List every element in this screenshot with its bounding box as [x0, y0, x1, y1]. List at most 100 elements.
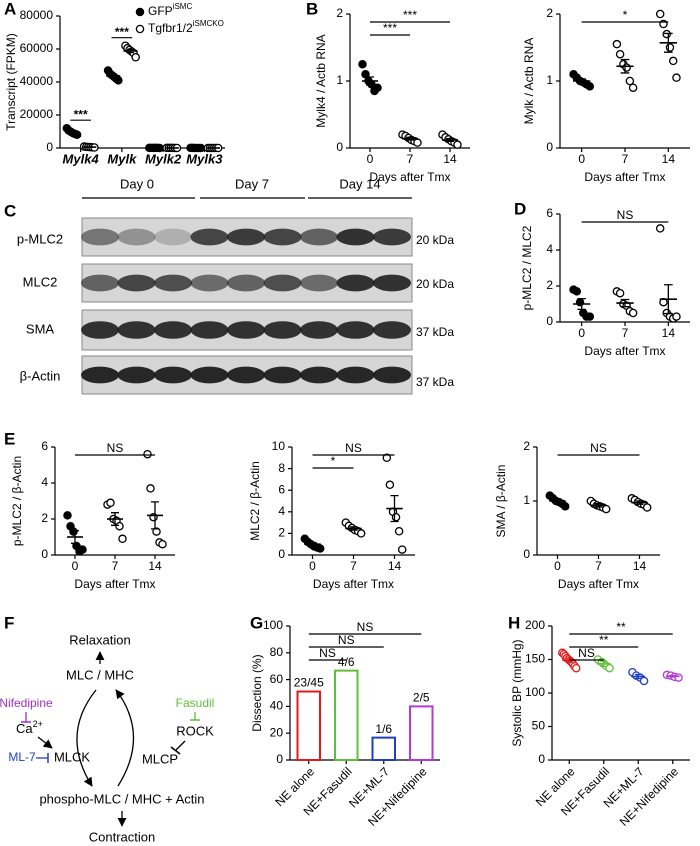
- error-bar: [308, 541, 317, 547]
- inhibitor: Fasudil: [176, 696, 215, 710]
- blot-band: [300, 366, 338, 384]
- y-tick-label: 40000: [20, 74, 54, 88]
- error-bar: [620, 298, 630, 308]
- node: Contraction: [89, 829, 155, 844]
- data-point: [146, 484, 155, 493]
- legend-entry: GFPiSMC: [148, 2, 192, 18]
- data-point: [63, 511, 72, 520]
- y-axis-label: Systolic BP (mmHg): [510, 639, 524, 746]
- pathway-diagram: Relaxation MLC / MHC Nifedipine Ca2+ ML-…: [0, 632, 214, 844]
- data-point: [585, 82, 595, 91]
- blot-band: [336, 321, 375, 339]
- error-bar: [553, 498, 562, 504]
- blot-band: [227, 228, 265, 246]
- row-label: p-MLC2: [17, 231, 63, 246]
- inhibitor: Nifedipine: [0, 696, 53, 710]
- blot-band: [263, 274, 302, 292]
- error-bar: [664, 32, 673, 53]
- data-point: [662, 29, 671, 39]
- y-tick-label: 4: [278, 504, 285, 518]
- blot-band: [81, 321, 119, 339]
- error-bar: [577, 78, 586, 84]
- error-bar: [446, 137, 454, 142]
- sig-label: NS: [345, 441, 362, 455]
- y-axis-label: Mylk / Actb RNA: [522, 38, 536, 125]
- y-axis-label: p-MLC2 / MLC2: [520, 225, 534, 310]
- y-tick-label: 2: [336, 6, 343, 20]
- blot-band: [154, 366, 192, 384]
- blot-band: [373, 321, 411, 339]
- error-bar: [594, 503, 603, 508]
- y-tick-label: 150: [525, 652, 545, 666]
- value-label: 1/6: [375, 722, 392, 736]
- kda-label: 20 kDa: [416, 233, 454, 247]
- data-point: [668, 56, 678, 66]
- chart: 0 2 4 6 p-MLC2 / MLC2 0 7 14 Days after Tmx NS: [520, 206, 690, 358]
- error-bar: [111, 512, 119, 526]
- chart: 0 1 2 Mylk / Actb RNA 0 7 14 Days after Tmx *: [522, 6, 690, 184]
- y-tick-label: 8: [278, 461, 285, 475]
- y-tick-label: 0: [278, 547, 285, 561]
- y-axis-label: Mylk4 / Actb RNA: [314, 34, 328, 127]
- y-tick-label: 80000: [20, 8, 54, 22]
- blot-band: [373, 274, 411, 292]
- error-bar: [664, 284, 673, 315]
- sig-label: *: [623, 8, 628, 22]
- y-axis-label: Transcript (FPKM): [4, 33, 18, 131]
- blot-band: [373, 366, 411, 384]
- data-point: [391, 512, 401, 522]
- blot-band: [154, 228, 192, 246]
- day-label: Day 0: [120, 176, 154, 191]
- blot-band: [190, 274, 229, 292]
- row-label: β-Actin: [20, 368, 61, 383]
- y-axis-label: MLC2 / β-Actin: [248, 461, 262, 541]
- error-bar: [634, 673, 642, 680]
- y-tick-label: 10: [272, 439, 286, 453]
- bar: [296, 690, 321, 761]
- y-tick-label: 2: [278, 526, 285, 540]
- data-point: [615, 49, 625, 59]
- data-point: [115, 521, 124, 531]
- data-point: [453, 140, 462, 149]
- y-tick-label: 40: [270, 699, 284, 713]
- blot-band: [154, 274, 192, 292]
- y-tick-label: 4: [546, 242, 553, 256]
- y-tick-label: 60: [270, 672, 284, 686]
- x-tick-label: 14: [662, 152, 676, 166]
- data-point: [158, 539, 167, 549]
- blot-band: [154, 321, 192, 339]
- chart: 0 1 2 SMA / β-Actin 0 7 14 Days after Tmx NS: [494, 439, 660, 591]
- y-tick-label: 100: [525, 685, 545, 699]
- x-tick-label: 0: [72, 559, 79, 573]
- blot-band: [117, 228, 156, 246]
- y-tick-label: 4: [41, 475, 48, 489]
- data-point: [628, 308, 638, 318]
- sig-label: NS: [107, 441, 124, 455]
- node-sup: 2+: [33, 719, 43, 729]
- data-point: [672, 312, 681, 321]
- data-point: [382, 453, 392, 463]
- legend-name: Tgfbr1/2: [148, 21, 193, 35]
- sig-label: NS: [578, 646, 595, 660]
- x-axis-label: Days after Tmx: [584, 170, 665, 184]
- x-tick-label: 0: [578, 152, 585, 166]
- blot-band: [263, 321, 302, 339]
- data-point: [361, 70, 370, 79]
- node: Relaxation: [69, 632, 130, 647]
- sig-label: NS: [357, 620, 374, 634]
- x-axis-label: Days after Tmx: [369, 170, 450, 184]
- legend-sup: iSMCKO: [193, 19, 224, 28]
- y-tick-label: 6: [41, 439, 48, 453]
- x-tick-label: Mylk2: [145, 151, 182, 166]
- blot-band: [117, 321, 156, 339]
- x-tick-label: 14: [633, 559, 647, 573]
- y-tick-label: 200: [525, 618, 545, 632]
- error-bar: [635, 500, 644, 505]
- y-tick-label: 20: [270, 725, 284, 739]
- data-point: [605, 663, 614, 673]
- y-tick-label: 0: [46, 140, 53, 154]
- data-point: [628, 83, 638, 92]
- value-label: 2/5: [413, 691, 430, 705]
- inhibit-line: [175, 740, 186, 751]
- x-tick-label: 0: [309, 559, 316, 573]
